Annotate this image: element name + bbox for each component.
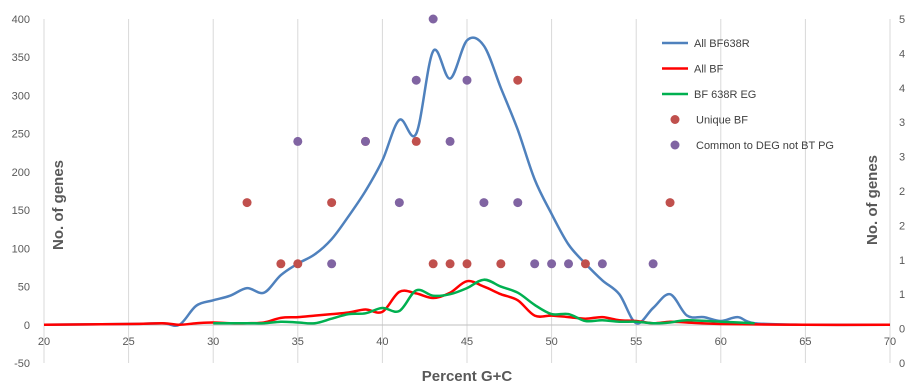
point-unique-bf [411,136,421,146]
x-tick-label: 35 [292,336,304,348]
y-left-tick-label: 350 [12,52,30,64]
point-unique-bf [445,259,455,269]
point-common-to-deg-not-bt-pg [360,136,370,146]
x-tick-label: 20 [38,336,50,348]
point-unique-bf [293,259,303,269]
x-tick-label: 50 [545,336,557,348]
x-tick-label: 60 [715,336,727,348]
point-common-to-deg-not-bt-pg [293,136,303,146]
x-tick-label: 55 [630,336,642,348]
point-unique-bf [496,259,506,269]
grid [43,19,891,363]
y-right-tick-label: 2 [899,186,905,198]
x-tick-label: 70 [884,336,896,348]
y-right-tick-label: 1 [899,255,905,267]
y-left-tick-label: 100 [12,243,30,255]
y-left-tick-label: 50 [18,282,30,294]
point-unique-bf [513,75,523,85]
point-unique-bf [428,259,438,269]
point-unique-bf [580,259,590,269]
y-left-tick-label: 300 [12,90,30,102]
point-common-to-deg-not-bt-pg [479,198,489,208]
y-right-tick-label: 0 [899,358,905,370]
y-left-tick-label: 200 [12,167,30,179]
point-unique-bf [276,259,286,269]
axes: 20 25 30 35 40 45 50 55 60 65 70-50050100150200250… [12,14,905,370]
point-common-to-deg-not-bt-pg [445,136,455,146]
y-right-tick-label: 4 [899,48,905,60]
y-axis-title-left: No. of genes [50,160,67,250]
legend-label-common-to-deg-not-bt-pg: Common to DEG not BT PG [696,140,834,152]
legend-label-bf-638r-eg: BF 638R EG [694,89,756,101]
point-common-to-deg-not-bt-pg [648,259,658,269]
y-left-tick-label: 150 [12,205,30,217]
y-right-tick-label: 3 [899,117,905,129]
point-common-to-deg-not-bt-pg [547,259,557,269]
point-common-to-deg-not-bt-pg [428,14,438,24]
legend: All BF638R All BF BF 638R EG Unique BF Commo… [662,38,834,152]
legend-marker-common-to-deg-not-bt-pg [670,140,680,150]
y-right-tick-label: 0 [899,324,905,336]
legend-label-all-bf638r: All BF638R [694,38,750,50]
x-tick-label: 45 [461,336,473,348]
y-axis-title-right: No. of genes [864,155,881,245]
y-left-tick-label: 400 [12,14,30,26]
point-common-to-deg-not-bt-pg [327,259,337,269]
y-right-tick-label: 1 [899,289,905,301]
y-right-tick-label: 4 [899,83,905,95]
point-unique-bf [242,198,252,208]
y-right-tick-label: 5 [899,14,905,26]
point-common-to-deg-not-bt-pg [597,259,607,269]
y-right-tick-label: 2 [899,220,905,232]
legend-label-all-bf: All BF [694,64,724,76]
point-common-to-deg-not-bt-pg [564,259,574,269]
point-unique-bf [327,198,337,208]
x-tick-label: 40 [376,336,388,348]
x-tick-label: 65 [799,336,811,348]
legend-marker-unique-bf [670,115,680,124]
x-axis-title: Percent G+C [422,368,513,385]
y-left-tick-label: 0 [24,320,30,332]
y-right-tick-label: 3 [899,152,905,164]
point-common-to-deg-not-bt-pg [411,75,421,85]
x-tick-label: 25 [122,336,134,348]
point-unique-bf [665,198,675,208]
point-common-to-deg-not-bt-pg [513,198,523,208]
y-left-tick-label: -50 [14,358,30,370]
series-line-all-bf638r [43,36,891,328]
point-common-to-deg-not-bt-pg [530,259,540,269]
point-common-to-deg-not-bt-pg [462,75,472,85]
point-unique-bf [462,259,472,269]
legend-label-unique-bf: Unique BF [696,115,748,127]
x-tick-label: 30 [207,336,219,348]
point-common-to-deg-not-bt-pg [394,198,404,208]
series-line-bf-638r-eg [213,278,755,325]
series-group [43,14,891,328]
y-left-tick-label: 250 [12,129,30,141]
